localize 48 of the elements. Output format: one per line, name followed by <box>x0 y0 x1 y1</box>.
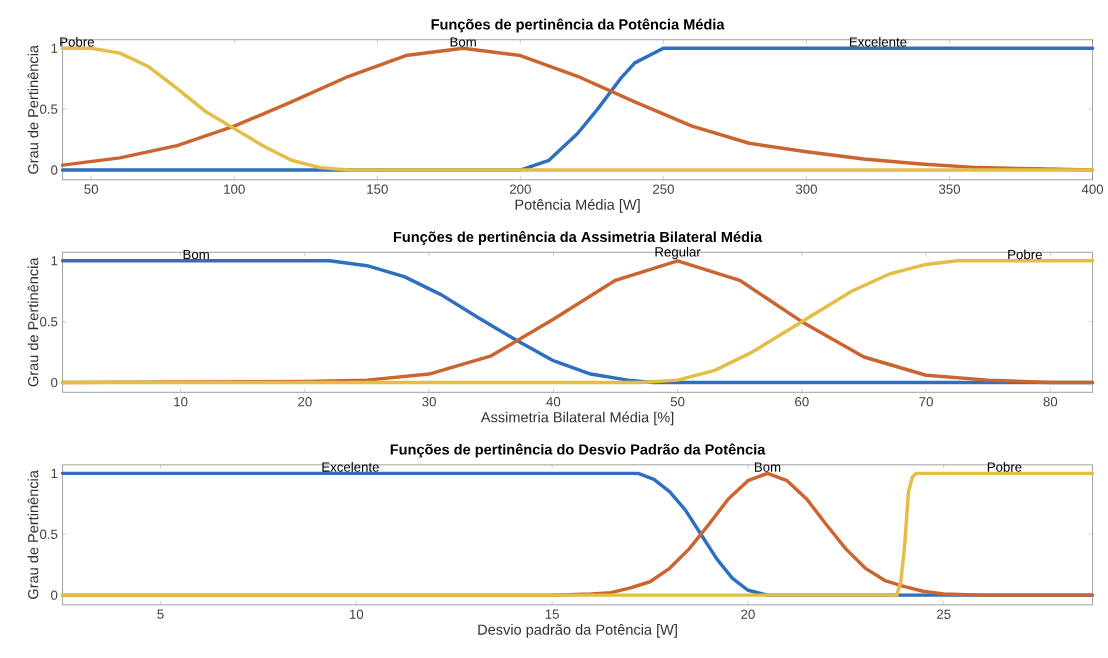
series-label: Excelente <box>322 462 379 472</box>
x-tick-label: 350 <box>938 184 961 195</box>
y-tick-label: 0.5 <box>40 529 58 540</box>
x-tick-label: 10 <box>174 397 188 407</box>
x-tick-label: 150 <box>367 184 388 195</box>
x-tick-label: 200 <box>509 184 531 195</box>
x-tick-label: 70 <box>919 397 933 407</box>
x-tick-label: 100 <box>224 184 245 195</box>
series-label: Pobre <box>60 37 94 47</box>
x-tick-label: 5 <box>157 609 164 620</box>
y-tick-label: 0.5 <box>40 317 58 327</box>
series-label: Excelente <box>849 37 907 47</box>
y-tick-label: 0 <box>51 165 58 175</box>
x-tick-label: 60 <box>795 397 809 407</box>
y-tick-label: 0.5 <box>40 104 58 115</box>
x-tick-label: 80 <box>1043 397 1058 407</box>
y-tick-label: 1 <box>51 256 58 266</box>
chart-title: Funções de pertinência da Assimetria Bilateral Média <box>393 231 763 246</box>
series-label: Regular <box>655 247 701 260</box>
x-tick-label: 10 <box>349 609 364 620</box>
x-tick-label: 50 <box>670 397 685 407</box>
x-axis-title: Potência Média [W] <box>515 199 640 213</box>
x-tick-label: 250 <box>653 184 674 195</box>
x-tick-label: 40 <box>546 397 561 407</box>
y-tick-label: 0 <box>51 590 58 601</box>
x-tick-label: 15 <box>545 609 559 620</box>
series-label: Pobre <box>987 462 1022 472</box>
series-label: Bom <box>183 250 209 260</box>
x-tick-label: 25 <box>937 609 951 620</box>
y-tick-label: 1 <box>51 43 58 54</box>
series-label: Bom <box>754 462 781 472</box>
series-label: Bom <box>450 37 476 47</box>
chart-title: Funções de pertinência da Potência Média <box>431 18 725 33</box>
y-tick-label: 0 <box>51 378 58 388</box>
x-tick-label: 50 <box>84 184 99 195</box>
y-axis-title: Grau de Pertinência <box>27 470 39 600</box>
x-axis-title: Assimetria Bilateral Média [%] <box>480 411 674 426</box>
series-label: Pobre <box>1008 249 1042 260</box>
y-axis-title: Grau de Pertinência <box>27 45 39 175</box>
y-tick-label: 1 <box>51 469 58 479</box>
x-tick-label: 20 <box>741 609 755 620</box>
x-tick-label: 30 <box>422 397 436 407</box>
y-axis-title: Grau de Pertinência <box>27 257 39 387</box>
x-tick-label: 300 <box>795 184 817 195</box>
x-tick-label: 20 <box>298 397 312 407</box>
x-tick-label: 400 <box>1081 184 1104 195</box>
x-axis-title: Desvio padrão da Potência [W] <box>478 624 677 638</box>
chart-title: Funções de pertinência do Desvio Padrão da Potência <box>390 443 766 458</box>
